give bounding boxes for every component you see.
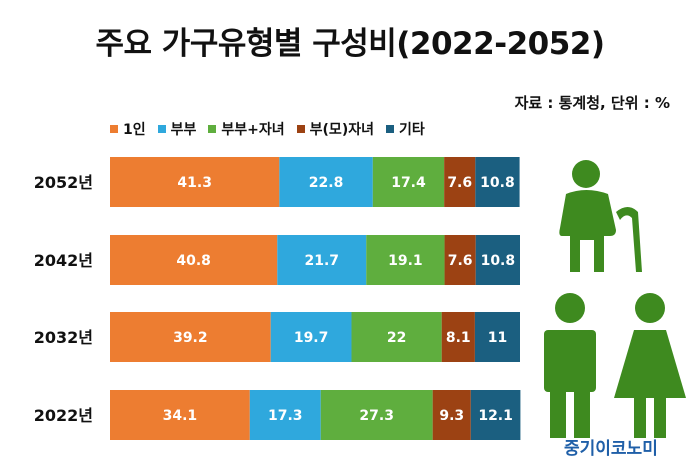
bar-segment bbox=[279, 157, 373, 207]
elderly-person-with-cane-icon bbox=[559, 160, 642, 272]
data-label: 19.1 bbox=[388, 253, 423, 269]
data-label: 12.1 bbox=[478, 408, 513, 424]
data-label: 34.1 bbox=[163, 408, 198, 424]
bar-segment bbox=[372, 157, 445, 207]
category-label: 2042년 bbox=[34, 251, 93, 270]
bar-segment bbox=[320, 390, 433, 440]
bar-segment bbox=[277, 235, 367, 285]
data-label: 17.3 bbox=[268, 408, 303, 424]
man-icon bbox=[544, 293, 596, 438]
data-label: 22 bbox=[387, 330, 406, 346]
data-label: 7.6 bbox=[448, 253, 473, 269]
legend-swatch bbox=[157, 125, 166, 133]
data-label: 22.8 bbox=[309, 175, 344, 191]
bar-segment bbox=[110, 312, 271, 362]
legend-swatch bbox=[110, 125, 118, 133]
bar-segment bbox=[110, 157, 280, 207]
bar-segment bbox=[444, 157, 476, 207]
woman-icon bbox=[614, 293, 686, 438]
data-label: 39.2 bbox=[173, 330, 208, 346]
bar-segment bbox=[110, 390, 250, 440]
category-label: 2032년 bbox=[34, 328, 93, 347]
bar-segment bbox=[474, 312, 520, 362]
bar-segment bbox=[270, 312, 352, 362]
data-label: 19.7 bbox=[294, 330, 329, 346]
bar-segment bbox=[475, 157, 520, 207]
legend: 1인 부부 부부+자녀 부(모)자녀 기타 bbox=[110, 118, 425, 140]
legend-label: 부부+자녀 bbox=[221, 122, 285, 138]
source-note: 자료 : 통계청, 단위 : % bbox=[514, 94, 670, 112]
data-label: 7.6 bbox=[447, 175, 472, 191]
data-label: 10.8 bbox=[480, 175, 515, 191]
bar-segment bbox=[432, 390, 471, 440]
category-label: 2022년 bbox=[34, 406, 93, 425]
data-label: 17.4 bbox=[391, 175, 426, 191]
legend-swatch bbox=[385, 125, 394, 133]
legend-swatch bbox=[296, 125, 305, 133]
bar-segment bbox=[475, 235, 520, 285]
bar-segment bbox=[470, 390, 521, 440]
data-label: 8.1 bbox=[446, 330, 471, 346]
bar-segment bbox=[366, 235, 445, 285]
legend-item: 부(모)자녀 bbox=[296, 119, 374, 139]
chart-title: 주요 가구유형별 구성비(2022-2052) bbox=[95, 26, 605, 62]
data-label: 27.3 bbox=[359, 408, 394, 424]
legend-label: 기타 bbox=[398, 122, 425, 138]
bar-segment bbox=[441, 312, 475, 362]
bar-segment bbox=[249, 390, 321, 440]
bar-segment bbox=[444, 235, 476, 285]
bar-segment bbox=[351, 312, 442, 362]
legend-item: 부부+자녀 bbox=[208, 119, 285, 139]
category-label: 2052년 bbox=[34, 173, 93, 192]
bar-segment bbox=[110, 235, 278, 285]
legend-label: 부(모)자녀 bbox=[309, 122, 374, 138]
data-label: 40.8 bbox=[176, 253, 211, 269]
data-label: 11 bbox=[488, 330, 507, 346]
data-label: 10.8 bbox=[481, 253, 516, 269]
data-label: 21.7 bbox=[304, 253, 339, 269]
data-label: 9.3 bbox=[439, 408, 464, 424]
legend-item: 1인 bbox=[110, 119, 146, 139]
legend-item: 부부 bbox=[157, 119, 197, 139]
legend-label: 부부 bbox=[170, 122, 197, 138]
legend-swatch bbox=[208, 125, 217, 133]
people-illustration bbox=[544, 160, 686, 438]
brand-logo-text: 중기이코노미 bbox=[564, 439, 658, 459]
legend-item: 기타 bbox=[385, 119, 425, 139]
legend-label: 1인 bbox=[123, 122, 146, 138]
data-label: 41.3 bbox=[177, 175, 212, 191]
